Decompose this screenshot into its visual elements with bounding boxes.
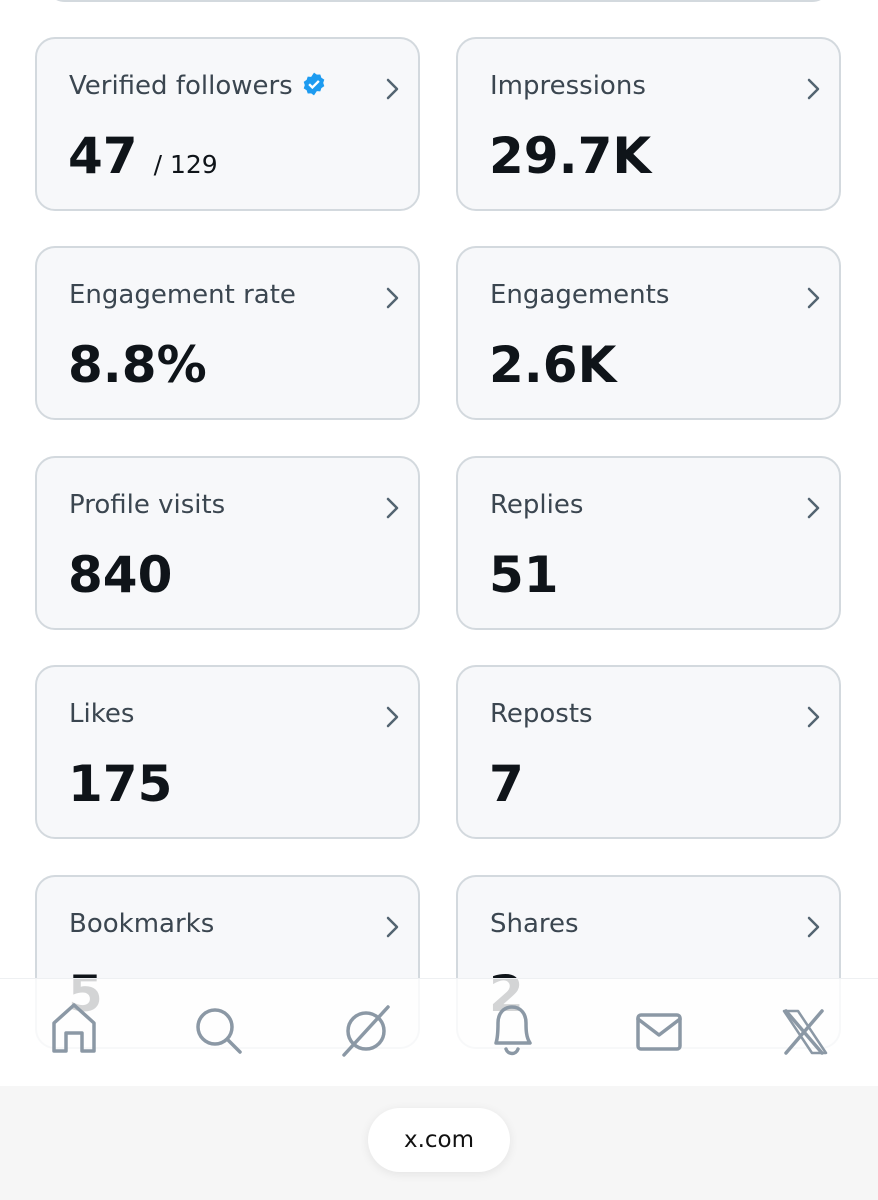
metric-value-text: 47 — [68, 127, 138, 185]
metric-label-text: Shares — [490, 909, 579, 939]
chevron — [807, 497, 820, 519]
metric-label: Engagement rate — [69, 280, 296, 310]
metric-label: Shares — [490, 909, 579, 939]
bottom-nav — [0, 978, 878, 1087]
metric-value-text: 840 — [68, 546, 173, 604]
search-icon[interactable] — [196, 1008, 242, 1054]
metric-suffix: / 129 — [153, 150, 218, 179]
nav-icons — [52, 1003, 828, 1057]
metric-card[interactable]: Reposts 7 — [456, 665, 841, 839]
mail-icon[interactable] — [636, 1013, 682, 1051]
bell-icon[interactable] — [494, 1005, 532, 1056]
chevron — [807, 78, 820, 100]
metric-card[interactable]: Engagements 2.6K — [456, 246, 841, 420]
metric-value: 51 — [489, 546, 559, 604]
metric-label-text: Replies — [490, 490, 584, 520]
metric-label: Verified followers — [69, 71, 327, 101]
metric-label-text: Bookmarks — [69, 909, 215, 939]
metric-value: 29.7K — [489, 127, 651, 185]
metric-card[interactable]: Profile visits 840 — [35, 456, 420, 630]
metric-card[interactable]: Verified followers 47 / 129 — [35, 37, 420, 211]
metric-label: Reposts — [490, 699, 593, 729]
chevron — [386, 916, 399, 938]
metric-label-text: Engagement rate — [69, 280, 296, 310]
metric-label: Likes — [69, 699, 134, 729]
metric-label: Impressions — [490, 71, 646, 101]
metric-label-text: Verified followers — [69, 71, 293, 101]
metric-card[interactable]: Engagement rate 8.8% — [35, 246, 420, 420]
metric-card[interactable]: Impressions 29.7K — [456, 37, 841, 211]
metric-value-text: 175 — [68, 755, 173, 813]
chevron — [807, 706, 820, 728]
metric-card[interactable]: Likes 175 — [35, 665, 420, 839]
chevron — [386, 287, 399, 309]
metric-value-text: 51 — [489, 546, 559, 604]
chevron — [386, 78, 399, 100]
metric-value: 840 — [68, 546, 172, 604]
metric-value: 175 — [68, 755, 172, 813]
chevron — [386, 706, 399, 728]
metric-value-text: 8.8% — [68, 336, 207, 394]
metric-label-text: Engagements — [490, 280, 670, 310]
x-icon[interactable] — [782, 1009, 828, 1055]
metric-value-text: 7 — [489, 755, 524, 813]
chevron — [807, 916, 820, 938]
url-pill[interactable]: x.com — [368, 1108, 510, 1172]
home-icon[interactable] — [52, 1003, 96, 1053]
metric-label: Engagements — [490, 280, 669, 310]
grok-icon[interactable] — [342, 1005, 390, 1057]
metric-value: 47 / 129 — [68, 127, 218, 185]
metric-value: 2.6K — [489, 336, 616, 394]
metric-card[interactable]: Replies 51 — [456, 456, 841, 630]
metric-label-text: Profile visits — [69, 490, 226, 520]
chevron — [807, 287, 820, 309]
metric-value-text: 29.7K — [489, 127, 652, 185]
metric-label: Profile visits — [69, 490, 225, 520]
chevron — [386, 497, 399, 519]
metric-label-text: Reposts — [490, 699, 593, 729]
verified-badge — [303, 72, 325, 96]
metric-label-text: Impressions — [490, 71, 646, 101]
metric-value-text: 2.6K — [489, 336, 617, 394]
partial-card — [45, 0, 832, 2]
metric-label-text: Likes — [69, 699, 135, 729]
metric-label: Replies — [490, 490, 583, 520]
metric-value: 8.8% — [68, 336, 207, 394]
metric-label: Bookmarks — [69, 909, 214, 939]
metric-value: 7 — [489, 755, 524, 813]
